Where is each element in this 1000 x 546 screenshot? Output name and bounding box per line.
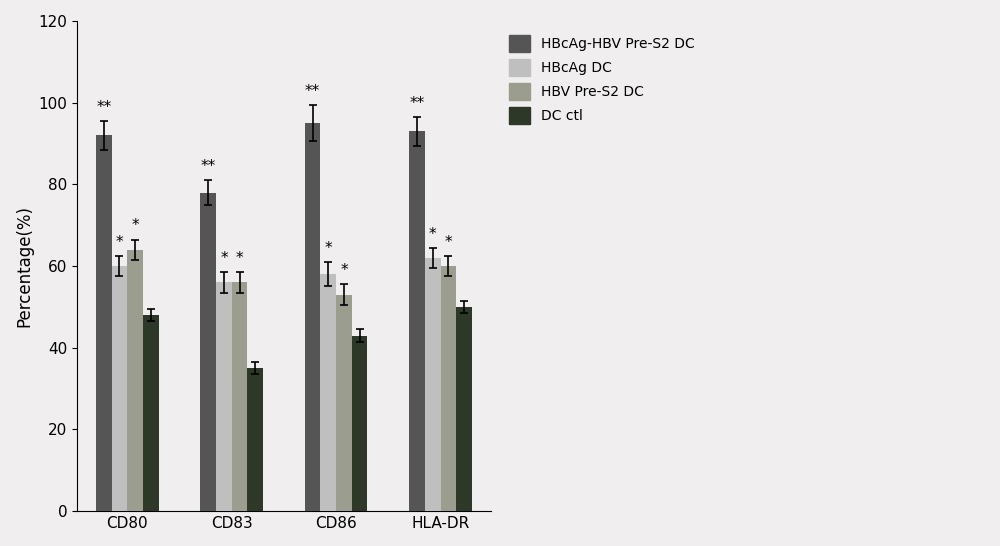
Bar bbox=[112, 266, 127, 511]
Bar bbox=[336, 295, 352, 511]
Text: *: * bbox=[220, 251, 228, 266]
Text: **: ** bbox=[96, 100, 111, 115]
Bar bbox=[247, 368, 263, 511]
Bar bbox=[232, 282, 247, 511]
Text: **: ** bbox=[305, 84, 320, 99]
Text: *: * bbox=[236, 251, 243, 266]
Bar bbox=[127, 250, 143, 511]
Text: *: * bbox=[429, 227, 437, 241]
Legend: HBcAg-HBV Pre-S2 DC, HBcAg DC, HBV Pre-S2 DC, DC ctl: HBcAg-HBV Pre-S2 DC, HBcAg DC, HBV Pre-S… bbox=[502, 28, 701, 130]
Bar bbox=[96, 135, 112, 511]
Bar bbox=[320, 274, 336, 511]
Text: **: ** bbox=[409, 96, 425, 111]
Text: *: * bbox=[116, 235, 123, 250]
Bar bbox=[425, 258, 441, 511]
Bar bbox=[200, 193, 216, 511]
Text: *: * bbox=[445, 235, 452, 250]
Text: *: * bbox=[131, 218, 139, 233]
Bar bbox=[143, 315, 159, 511]
Bar bbox=[441, 266, 456, 511]
Bar bbox=[352, 335, 367, 511]
Text: *: * bbox=[340, 263, 348, 278]
Y-axis label: Percentage(%): Percentage(%) bbox=[15, 205, 33, 327]
Bar bbox=[456, 307, 472, 511]
Text: **: ** bbox=[201, 159, 216, 174]
Bar bbox=[305, 123, 320, 511]
Bar bbox=[409, 131, 425, 511]
Text: *: * bbox=[325, 241, 332, 256]
Bar bbox=[216, 282, 232, 511]
